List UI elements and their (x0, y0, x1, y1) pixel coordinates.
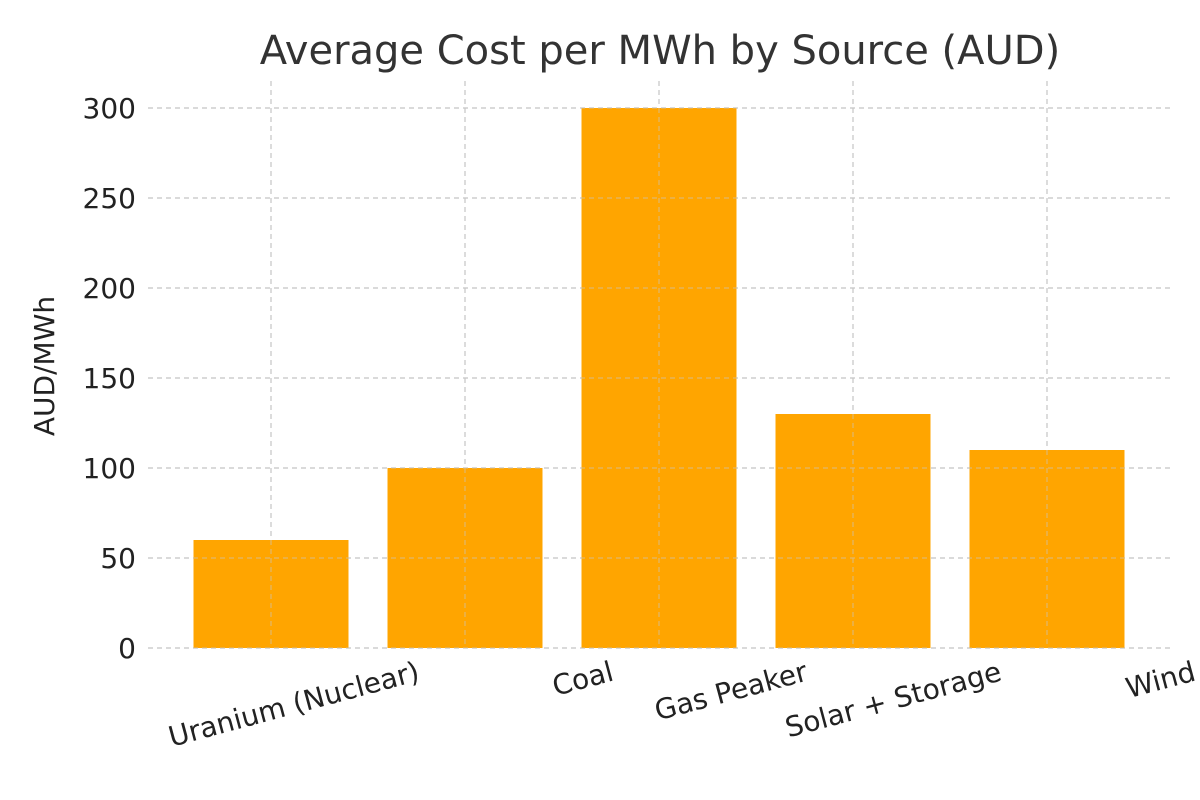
y-tick-label: 100 (83, 452, 136, 485)
x-tick-label: Coal (549, 655, 617, 703)
y-tick-label: 0 (118, 632, 136, 665)
x-tick-label: Wind (1122, 655, 1199, 705)
x-tick-label: Uranium (Nuclear) (165, 655, 423, 754)
x-gridlines-overlay (148, 81, 1172, 649)
y-axis-label: AUD/MWh (28, 296, 61, 436)
y-tick-label: 50 (100, 542, 136, 575)
chart-title: Average Cost per MWh by Source (AUD) (260, 28, 1060, 74)
y-tick-labels: 0 50 100 150 200 250 300 (83, 92, 136, 665)
x-tick-label: Solar + Storage (782, 655, 1005, 744)
y-tick-label: 300 (83, 92, 136, 125)
y-tick-label: 150 (83, 362, 136, 395)
y-tick-label: 250 (83, 182, 136, 215)
y-tick-label: 200 (83, 272, 136, 305)
